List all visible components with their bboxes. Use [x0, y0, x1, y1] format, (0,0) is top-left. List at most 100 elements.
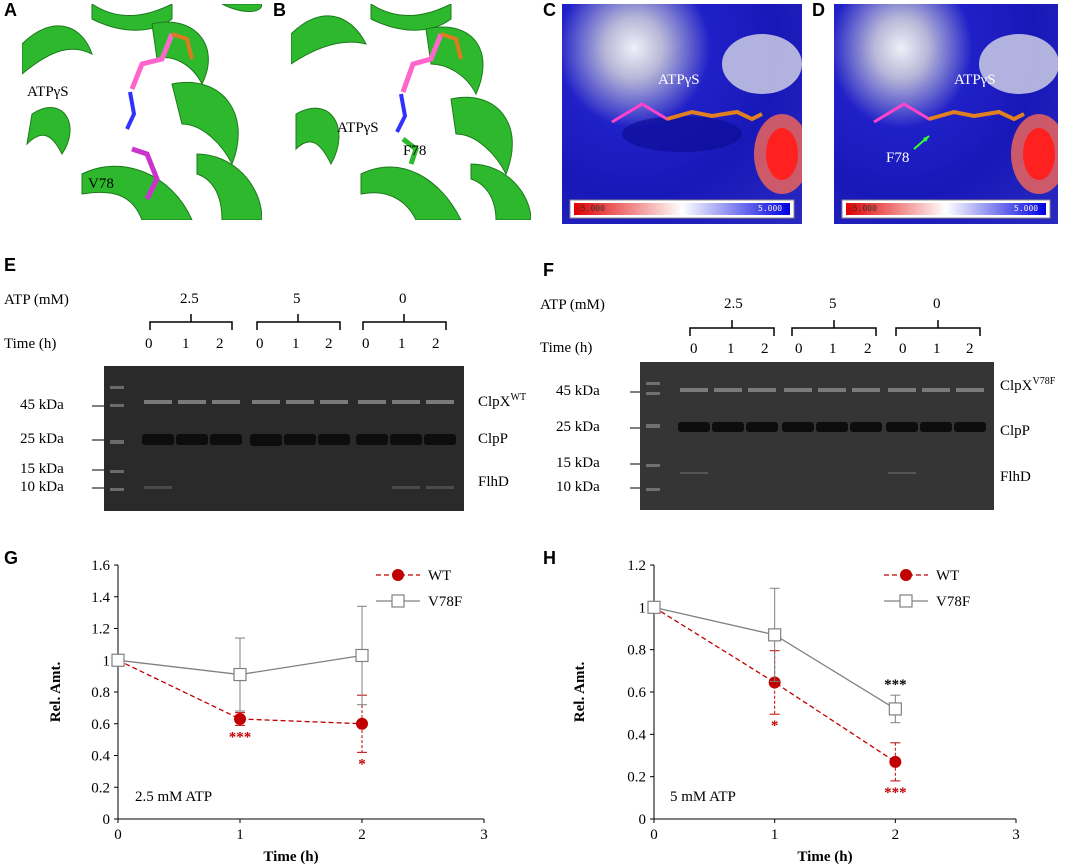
time-e-1: 0 [145, 336, 153, 352]
time-e-8: 1 [398, 336, 406, 352]
surface-drawing-d [841, 34, 1058, 219]
atp-group-f-2: 5 [829, 296, 837, 312]
y-tick-label: 0.6 [627, 685, 646, 701]
marker-e-25: 25 kDa [20, 431, 64, 447]
gel-e-brackets [92, 314, 447, 489]
data-point-v78f [233, 667, 247, 682]
y-axis-label: Rel. Amt. [572, 662, 588, 723]
f78-label-d: F78 [886, 150, 910, 166]
scale-min-c: -5.000 [576, 204, 605, 213]
data-point-v78f [647, 600, 661, 614]
y-tick-label: 1.6 [91, 558, 110, 574]
time-f-1: 0 [690, 341, 698, 357]
panel-label-g: G [4, 548, 19, 568]
x-tick-label: 0 [650, 827, 658, 843]
y-tick-label: 0 [639, 812, 647, 828]
surface-image-d: ATPγS F78 -5.000 5.000 [834, 4, 1058, 224]
y-tick-label: 0.4 [627, 727, 646, 743]
data-point-v78f [888, 702, 902, 716]
panel-label-a: A [4, 0, 17, 20]
legend-marker-v78f [391, 594, 405, 608]
atp-group-e-2: 5 [293, 291, 301, 307]
time-e-5: 1 [292, 336, 300, 352]
x-axis-label: Time (h) [797, 849, 852, 865]
marker-f-15: 15 kDa [556, 455, 600, 471]
atpgs-label-c: ATPγS [658, 72, 700, 88]
y-tick-label: 1.2 [627, 558, 646, 574]
panel-label-e: E [4, 255, 17, 275]
f78-label-b: F78 [403, 143, 427, 159]
atp-group-e-3: 0 [399, 291, 407, 307]
structure-image-a: ATPγS V78 [22, 4, 262, 220]
y-tick-label: 0.8 [91, 685, 110, 701]
atp-group-f-1: 2.5 [724, 296, 743, 312]
x-tick-label: 2 [358, 827, 366, 843]
x-tick-label: 0 [114, 827, 122, 843]
time-f-5: 1 [829, 341, 837, 357]
scale-min-d: -5.000 [848, 204, 877, 213]
marker-e-45: 45 kDa [20, 397, 64, 413]
ribbon-drawing-b [291, 4, 531, 220]
data-point-v78f [768, 628, 782, 642]
x-axis-label: Time (h) [263, 849, 318, 865]
y-tick-label: 1 [639, 600, 647, 616]
y-tick-label: 0.4 [91, 749, 110, 765]
band-clpp-e: ClpP [478, 431, 509, 447]
time-f-6: 2 [864, 341, 872, 357]
y-tick-label: 0.2 [627, 770, 646, 786]
legend-label-wt: WT [428, 568, 451, 584]
structure-image-b: ATPγS F78 [291, 4, 531, 220]
gel-image-e [104, 366, 464, 511]
y-tick-label: 1 [103, 653, 111, 669]
time-e-3: 2 [216, 336, 224, 352]
legend-marker-wt [900, 569, 912, 581]
significance-label: *** [884, 785, 907, 801]
marker-f-45: 45 kDa [556, 383, 600, 399]
panel-label-f: F [543, 260, 554, 280]
chart-g: 0 0.2 0.4 0.6 0.8 1 1.2 1.4 1.6 0 1 2 3 Time (h) Rel. … [48, 558, 488, 865]
ribbon-drawing-a [22, 4, 262, 220]
legend-label-v78f: V78F [936, 594, 970, 610]
time-f-4: 0 [795, 341, 803, 357]
time-e-4: 0 [256, 336, 264, 352]
marker-e-15: 15 kDa [20, 461, 64, 477]
y-tick-label: 0.8 [627, 643, 646, 659]
x-tick-label: 1 [771, 827, 779, 843]
surface-drawing-c [569, 34, 802, 219]
significance-label: * [771, 718, 779, 734]
data-point-wt [768, 676, 781, 689]
atpgs-label-a: ATPγS [27, 84, 69, 100]
data-point-wt [356, 717, 368, 730]
y-tick-label: 1.2 [91, 622, 110, 638]
time-e-6: 2 [325, 336, 333, 352]
band-clpp-f: ClpP [1000, 423, 1031, 439]
band-flhd-e: FlhD [478, 474, 509, 490]
atpgs-label-b: ATPγS [337, 120, 379, 136]
significance-label: * [358, 756, 366, 772]
atpgs-label-d: ATPγS [954, 72, 996, 88]
x-tick-label: 3 [480, 827, 488, 843]
time-label-e: Time (h) [4, 336, 57, 352]
atp-label-f: ATP (mM) [540, 297, 605, 313]
time-e-7: 0 [362, 336, 370, 352]
data-point-wt [234, 712, 246, 725]
series-line-wt [117, 659, 363, 725]
time-e-9: 2 [432, 336, 440, 352]
panel-label-h: H [543, 548, 556, 568]
time-e-2: 1 [182, 336, 190, 352]
legend-marker-wt [392, 569, 404, 581]
marker-f-10: 10 kDa [556, 479, 600, 495]
gel-bands-f [640, 362, 994, 510]
scale-max-d: 5.000 [1014, 204, 1039, 213]
y-tick-label: 0 [103, 812, 111, 828]
data-point-v78f [111, 653, 125, 667]
surface-image-c: ATPγS -5.000 5.000 [562, 4, 802, 224]
scale-max-c: 5.000 [758, 204, 783, 213]
x-tick-label: 3 [1012, 827, 1020, 843]
atp-group-e-1: 2.5 [180, 291, 199, 307]
y-axis-label: Rel. Amt. [48, 662, 64, 723]
v78-label: V78 [88, 176, 114, 192]
legend-label-v78f: V78F [428, 594, 462, 610]
condition-annotation: 2.5 mM ATP [135, 789, 212, 805]
data-point-v78f [355, 648, 369, 663]
